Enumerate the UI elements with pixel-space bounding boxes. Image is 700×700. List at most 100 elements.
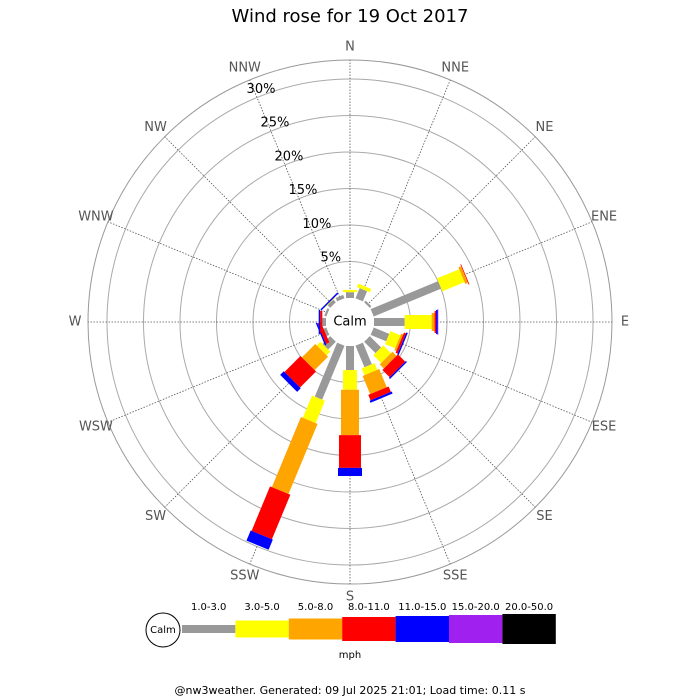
legend-label: 15.0-20.0 bbox=[452, 602, 500, 613]
wind-segment bbox=[327, 299, 336, 308]
legend-swatch bbox=[449, 615, 503, 643]
wind-segment bbox=[302, 395, 325, 424]
r-tick-label: 25% bbox=[261, 116, 290, 131]
grid-ring bbox=[179, 151, 521, 493]
wind-segment bbox=[301, 343, 329, 371]
direction-label: NNE bbox=[441, 60, 469, 75]
calm-circle bbox=[326, 298, 374, 346]
wind-segment bbox=[251, 486, 291, 540]
direction-label: SE bbox=[536, 509, 552, 524]
direction-label: N bbox=[345, 40, 355, 55]
wind-segment bbox=[434, 311, 437, 333]
wind-segment bbox=[373, 345, 392, 364]
wind-segment bbox=[335, 294, 345, 302]
wind-segment bbox=[284, 355, 317, 388]
wind-segment bbox=[397, 332, 408, 356]
footer: @nw3weather. Generated: 09 Jul 2025 21:0… bbox=[175, 684, 526, 697]
spoke bbox=[107, 221, 328, 314]
wind-segment bbox=[355, 342, 372, 368]
wind-segment bbox=[316, 341, 331, 356]
wind-segment bbox=[368, 386, 391, 401]
wind-segment bbox=[385, 331, 401, 349]
wind-segment bbox=[339, 435, 361, 468]
direction-label: SSW bbox=[230, 569, 260, 584]
wind-segment bbox=[388, 360, 407, 379]
wind-segment bbox=[315, 322, 327, 346]
legend-swatch bbox=[502, 614, 556, 644]
r-tick-label: 30% bbox=[247, 82, 276, 97]
direction-label: ENE bbox=[591, 209, 617, 224]
wind-segment bbox=[436, 269, 465, 292]
wind-segment bbox=[324, 308, 330, 317]
legend-swatch bbox=[235, 620, 289, 638]
spoke bbox=[249, 79, 342, 300]
wind-segment bbox=[343, 289, 357, 293]
legend-units: mph bbox=[339, 650, 361, 661]
wind-segment bbox=[324, 296, 336, 308]
direction-label: E bbox=[621, 315, 629, 330]
legend-swatch bbox=[395, 616, 449, 642]
wind-segment bbox=[379, 351, 397, 369]
direction-label: WNW bbox=[78, 209, 114, 224]
wind-segment bbox=[362, 369, 387, 395]
legend-label: 8.0-11.0 bbox=[348, 602, 390, 613]
wind-segment bbox=[437, 309, 439, 335]
legend-label: 20.0-50.0 bbox=[505, 602, 553, 613]
wind-segment bbox=[320, 292, 339, 311]
wind-segment bbox=[343, 370, 357, 390]
direction-label: NNW bbox=[229, 60, 261, 75]
chart-title: Wind rose for 19 Oct 2017 bbox=[232, 6, 469, 27]
wind-segment bbox=[346, 346, 354, 371]
calm-label: Calm bbox=[333, 315, 366, 330]
wind-segment bbox=[460, 264, 470, 285]
legend-swatch bbox=[342, 617, 396, 641]
wind-segment bbox=[356, 283, 372, 293]
wind-segment bbox=[314, 342, 345, 400]
wind-segment bbox=[323, 327, 330, 336]
direction-label: S bbox=[346, 590, 354, 605]
spoke bbox=[164, 136, 334, 306]
legend-calm-circle bbox=[145, 612, 181, 648]
legend-label: 5.0-8.0 bbox=[298, 602, 333, 613]
legend-label: 1.0-3.0 bbox=[191, 602, 226, 613]
wind-segment bbox=[382, 354, 406, 378]
direction-label: NE bbox=[535, 120, 553, 135]
wind-segment bbox=[370, 327, 390, 342]
wind-segment bbox=[318, 310, 321, 334]
r-tick-label: 10% bbox=[302, 217, 331, 232]
wind-segment bbox=[246, 530, 273, 550]
wind-segment bbox=[361, 363, 378, 376]
direction-label: NW bbox=[144, 120, 167, 135]
wind-segment bbox=[394, 333, 404, 351]
wind-segment bbox=[364, 300, 372, 308]
wind-segment bbox=[320, 311, 323, 333]
direction-label: WSW bbox=[79, 420, 113, 435]
wind-segment bbox=[346, 292, 354, 298]
r-tick-label: 15% bbox=[288, 183, 317, 198]
wind-segment bbox=[431, 313, 435, 331]
wind-segment bbox=[458, 266, 469, 284]
r-tick-label: 5% bbox=[321, 251, 342, 266]
wind-segment bbox=[370, 281, 442, 317]
wind-segment bbox=[280, 371, 301, 392]
wind-segment bbox=[338, 467, 362, 476]
direction-label: W bbox=[69, 315, 82, 330]
legend-calm-label: Calm bbox=[150, 625, 176, 636]
grid-ring bbox=[142, 114, 558, 530]
spoke bbox=[107, 330, 328, 423]
wind-segment bbox=[322, 318, 326, 326]
direction-label: SSE bbox=[443, 569, 468, 584]
wind-segment bbox=[322, 336, 336, 350]
direction-label: ESE bbox=[592, 420, 617, 435]
wind-segment bbox=[436, 310, 438, 334]
wind-segment bbox=[395, 332, 407, 354]
wind-segment bbox=[404, 315, 432, 329]
legend-label: 3.0-5.0 bbox=[244, 602, 279, 613]
legend-swatch bbox=[182, 625, 236, 633]
wind-segment bbox=[271, 416, 318, 494]
spoke bbox=[358, 79, 451, 300]
wind-segment bbox=[364, 336, 382, 354]
wind-segment bbox=[374, 318, 405, 326]
wind-segment bbox=[355, 288, 368, 302]
